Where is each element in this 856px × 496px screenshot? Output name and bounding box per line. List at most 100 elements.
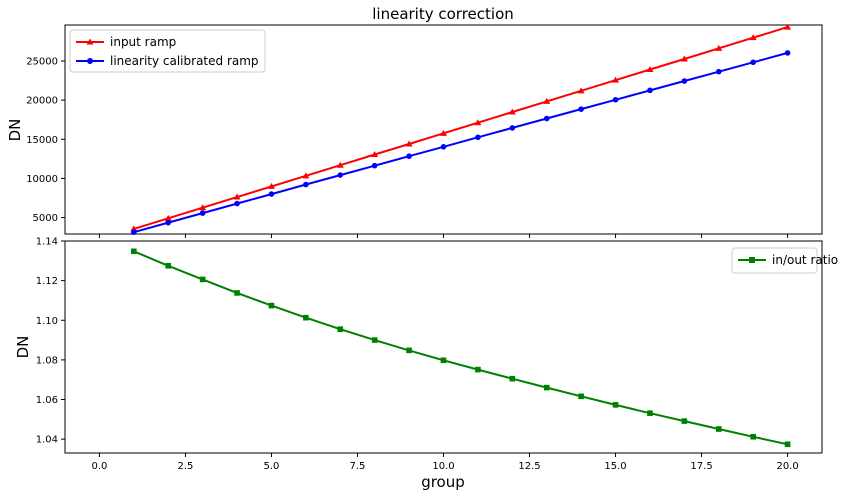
data-point-linearity-calibrated-ramp: [268, 191, 275, 197]
y-tick-label: 1.08: [36, 355, 58, 366]
top-y-ticks: 5000 10000 15000 20000 25000: [26, 57, 65, 224]
data-point-in-out-ratio: [268, 302, 275, 309]
bottom-legend: in/out ratio: [731, 247, 838, 274]
data-point-input-ramp: [749, 34, 757, 41]
data-point-in-out-ratio: [647, 410, 653, 416]
data-point-linearity-calibrated-ramp: [578, 106, 584, 112]
data-point-in-out-ratio: [543, 384, 550, 391]
top-legend-box: [69, 29, 266, 73]
chart-title: linearity correction: [372, 5, 514, 23]
data-point-linearity-calibrated-ramp: [750, 59, 756, 66]
data-point-input-ramp: [371, 151, 379, 158]
x-tick-label: 2.5: [177, 461, 193, 472]
series-line-input-ramp: [133, 26, 788, 230]
data-point-in-out-ratio: [475, 366, 481, 373]
data-point-input-ramp: [405, 140, 413, 147]
data-point-input-ramp: [336, 161, 344, 168]
data-point-in-out-ratio: [784, 441, 791, 448]
legend-label-in-out-ratio: in/out ratio: [772, 253, 838, 267]
top-y-axis-label: DN: [6, 119, 24, 142]
data-point-in-out-ratio: [337, 326, 344, 332]
data-point-input-ramp: [784, 23, 792, 30]
data-point-input-ramp: [267, 182, 275, 189]
data-point-in-out-ratio: [681, 418, 688, 424]
series-line-in-out-ratio: [133, 250, 788, 446]
legend-label-input-ramp: input ramp: [110, 35, 176, 49]
data-point-input-ramp: [164, 214, 172, 221]
data-point-linearity-calibrated-ramp: [165, 219, 172, 226]
data-point-in-out-ratio: [199, 276, 206, 283]
data-point-input-ramp: [680, 55, 688, 62]
data-point-input-ramp: [130, 225, 138, 232]
x-tick-label: 12.5: [518, 461, 540, 472]
data-point-linearity-calibrated-ramp: [406, 153, 412, 159]
bottom-y-axis-label: DN: [14, 336, 32, 359]
data-point-linearity-calibrated-ramp: [234, 200, 240, 207]
y-tick-label: 20000: [26, 96, 58, 107]
data-point-input-ramp: [474, 119, 482, 126]
data-point-in-out-ratio: [509, 375, 516, 382]
data-point-linearity-calibrated-ramp: [681, 78, 688, 84]
data-point-linearity-calibrated-ramp: [199, 210, 206, 216]
data-point-input-ramp: [233, 193, 241, 200]
data-point-in-out-ratio: [406, 347, 412, 354]
data-point-in-out-ratio: [303, 314, 309, 321]
data-point-linearity-calibrated-ramp: [647, 87, 653, 94]
bottom-y-ticks: 1.04 1.06 1.08 1.10 1.12 1.14: [36, 237, 65, 446]
x-axis-label: group: [421, 473, 465, 491]
x-tick-label: 5.0: [264, 461, 280, 472]
y-tick-label: 1.06: [36, 395, 58, 406]
data-point-input-ramp: [577, 87, 585, 94]
data-point-input-ramp: [440, 129, 447, 136]
data-point-input-ramp: [199, 204, 207, 211]
data-point-in-out-ratio: [440, 357, 447, 364]
data-point-input-ramp: [646, 66, 654, 73]
data-point-in-out-ratio: [612, 402, 619, 408]
top-legend: input ramp linearity calibrated ramp: [69, 29, 266, 73]
legend-label-calibrated-ramp: linearity calibrated ramp: [110, 54, 259, 68]
data-point-linearity-calibrated-ramp: [784, 50, 791, 56]
data-point-linearity-calibrated-ramp: [131, 229, 137, 236]
legend-marker-input-ramp: [86, 38, 94, 45]
data-point-input-ramp: [612, 76, 620, 83]
data-point-in-out-ratio: [234, 290, 240, 296]
data-point-in-out-ratio: [165, 262, 172, 269]
y-tick-label: 15000: [26, 135, 58, 146]
data-point-in-out-ratio: [750, 433, 756, 440]
data-point-linearity-calibrated-ramp: [303, 181, 309, 188]
x-tick-label: 10.0: [432, 461, 454, 472]
data-point-in-out-ratio: [715, 426, 722, 432]
series-line-linearity-calibrated-ramp: [133, 51, 788, 234]
bottom-panel: 1.04 1.06 1.08 1.10 1.12 1.14 0.0 2.5 5.0 7.5 10.…: [14, 237, 838, 492]
x-tick-label: 20.0: [776, 461, 798, 472]
bottom-legend-box: [731, 247, 818, 274]
data-point-in-out-ratio: [578, 393, 584, 400]
top-panel: linearity correction 5000 10000 15000 20000…: [6, 5, 823, 238]
bottom-plot-area: [64, 240, 823, 454]
y-tick-label: 10000: [26, 174, 58, 185]
y-tick-label: 1.10: [36, 316, 58, 327]
data-point-in-out-ratio: [131, 248, 137, 255]
data-point-input-ramp: [543, 97, 551, 104]
data-point-linearity-calibrated-ramp: [337, 172, 344, 178]
x-tick-label: 7.5: [350, 461, 366, 472]
y-tick-label: 1.14: [36, 237, 58, 248]
y-tick-label: 1.04: [36, 435, 58, 446]
data-point-input-ramp: [715, 44, 723, 51]
legend-marker-in-out-ratio: [749, 257, 755, 263]
top-series-group: [130, 23, 792, 236]
data-point-linearity-calibrated-ramp: [371, 162, 378, 169]
y-tick-label: 25000: [26, 57, 58, 68]
data-point-linearity-calibrated-ramp: [440, 143, 447, 150]
data-point-linearity-calibrated-ramp: [509, 125, 516, 131]
data-point-in-out-ratio: [371, 337, 378, 343]
data-point-linearity-calibrated-ramp: [475, 134, 481, 141]
y-tick-label: 1.12: [36, 276, 58, 287]
y-tick-label: 5000: [33, 213, 58, 224]
x-tick-label: 15.0: [604, 461, 626, 472]
data-point-input-ramp: [508, 108, 516, 115]
x-tick-label: 17.5: [690, 461, 712, 472]
data-point-linearity-calibrated-ramp: [715, 68, 722, 75]
legend-marker-calibrated-ramp: [87, 58, 93, 64]
